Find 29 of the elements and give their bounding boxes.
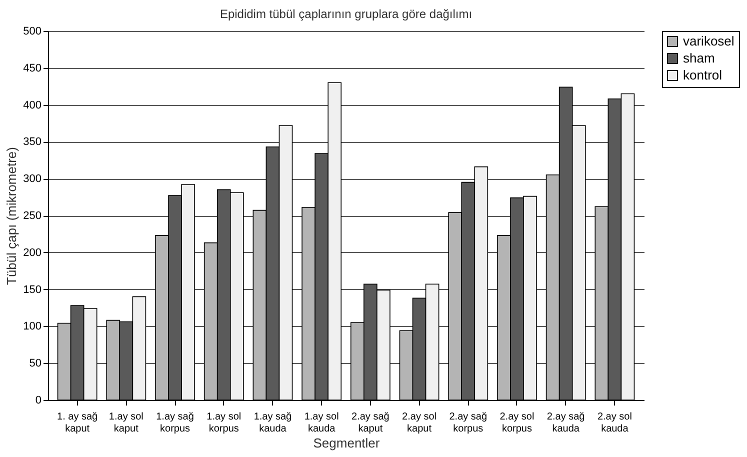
x-axis-title: Segmentler	[313, 436, 380, 450]
y-tick-label: 150	[23, 284, 42, 296]
y-tick-label: 250	[23, 210, 42, 222]
y-tick-label: 500	[23, 26, 42, 38]
legend-label: varikosel	[683, 34, 734, 48]
y-tick-label: 200	[23, 246, 42, 259]
x-tick-label: 2.ay sağ kauda	[546, 412, 585, 434]
x-tick-label: 1. ay sağ kaput	[57, 412, 98, 434]
x-tick-label: 1.ay sol kauda	[304, 412, 339, 434]
x-tick-label: 1.ay sağ korpus	[156, 412, 194, 434]
x-tick-label: 1.ay sol korpus	[206, 412, 242, 434]
x-tick-label: 2.ay sağ korpus	[449, 412, 488, 434]
y-tick-label: 100	[23, 320, 42, 333]
y-tick-label: 400	[23, 99, 42, 112]
y-tick-label: 450	[23, 62, 42, 74]
x-tick-label: 2.ay sağ kaput	[352, 412, 390, 434]
x-tick-label: 2.ay sol korpus	[500, 412, 534, 434]
y-axis-title: Tübül çapı (mikrometre)	[4, 147, 20, 285]
y-tick-label: 300	[23, 173, 42, 186]
legend-label: sham	[683, 50, 715, 66]
y-tick-label: 50	[29, 358, 42, 370]
y-tick-label: 0	[35, 394, 42, 406]
x-tick-label: 1.ay sağ kauda	[254, 412, 292, 434]
x-tick-label: 2.ay sol kauda	[597, 412, 632, 434]
legend-label: kontrol	[683, 68, 722, 82]
y-tick-label: 350	[23, 136, 42, 148]
x-tick-label: 2.ay sol kaput	[402, 412, 437, 434]
chart-title: Epididim tübül çaplarının gruplara göre dağılımı	[220, 7, 472, 21]
x-tick-label: 1.ay sol kaput	[108, 412, 144, 434]
